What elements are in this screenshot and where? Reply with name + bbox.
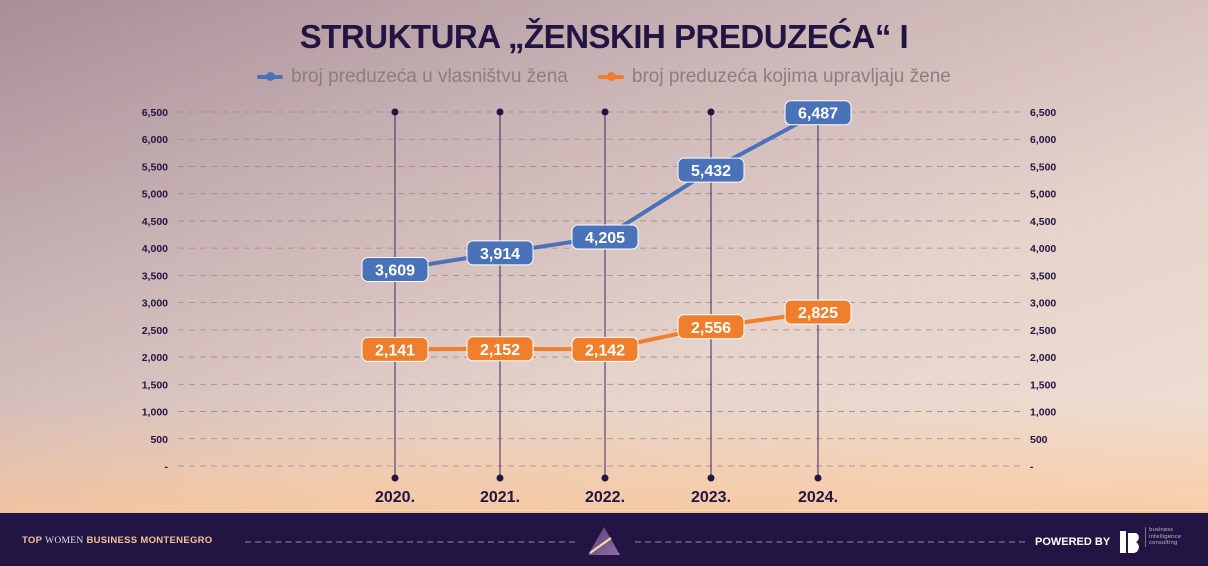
y-tick-label-left: 2,000 (142, 352, 168, 364)
year-line-bottom-dot (814, 474, 822, 482)
data-label: 2,142 (585, 342, 625, 359)
data-label: 2,141 (375, 342, 415, 359)
data-label: 3,914 (480, 246, 520, 263)
data-label: 2,152 (480, 342, 520, 359)
data-label: 2,825 (798, 305, 838, 322)
data-label-box (784, 299, 852, 325)
x-tick-label: 2022. (585, 489, 625, 506)
footer: TOP WOMEN BUSINESS MONTENEGRO POWERED BY… (0, 511, 1208, 566)
y-tick-label-right: 2,500 (1030, 325, 1056, 337)
chart-title: STRUKTURA „ŽENSKIH PREDUZEĆA“ I (299, 18, 909, 55)
line-chart: - - 500 500 1,000 1,000 1,500 1,500 2,000 2,000 2,… (142, 100, 1056, 506)
y-tick-label-left: 6,500 (142, 107, 168, 119)
x-tick-label: 2023. (691, 489, 731, 506)
y-tick-label-right: - (1030, 461, 1034, 473)
legend-marker-icon (257, 72, 284, 81)
divider (635, 541, 1025, 543)
x-tick-label: 2021. (480, 489, 520, 506)
year-line-top-dot (391, 108, 399, 116)
x-tick-label: 2024. (798, 489, 838, 506)
y-tick-label-right: 5,000 (1030, 189, 1056, 201)
data-label: 4,205 (585, 230, 625, 247)
legend-item-owned: broj preduzeća u vlasništvu žena (257, 66, 568, 88)
year-line-bottom-dot (496, 474, 504, 482)
data-label-box (571, 336, 639, 362)
legend: broj preduzeća u vlasništvu žena broj pr… (0, 66, 1208, 88)
data-label: 3,609 (375, 262, 415, 279)
data-label: 6,487 (798, 106, 838, 123)
y-tick-label-right: 5,500 (1030, 161, 1056, 173)
background-glow (0, 400, 1208, 510)
y-tick-label-right: 6,000 (1030, 134, 1056, 146)
legend-marker-icon (597, 72, 624, 81)
y-tick-label-right: 6,500 (1030, 107, 1056, 119)
legend-label: broj preduzeća kojima upravljaju žene (631, 66, 951, 87)
year-line-bottom-dot (707, 474, 715, 482)
prism-logo-icon (587, 526, 621, 560)
legend-label: broj preduzeća u vlasništvu žena (291, 66, 568, 87)
partner-logo-text: business intelligence consulting (1145, 527, 1183, 547)
y-tick-label-left: 4,000 (142, 243, 168, 255)
y-tick-label-left: 500 (150, 434, 168, 446)
bi-logo-icon (1120, 531, 1139, 553)
data-label-box (466, 336, 534, 362)
y-tick-label-right: 4,000 (1030, 243, 1056, 255)
y-tick-label-left: 2,500 (142, 325, 168, 337)
data-label: 2,556 (691, 320, 731, 337)
divider (245, 541, 575, 543)
y-tick-label-left: - (165, 461, 169, 473)
y-tick-label-right: 2,000 (1030, 352, 1056, 364)
data-label-box (361, 256, 429, 282)
powered-by-label: POWERED BY (1035, 536, 1111, 548)
y-tick-label-left: 1,000 (142, 407, 168, 419)
x-tick-label: 2020. (375, 489, 415, 506)
data-label-box (677, 314, 745, 340)
y-tick-label-left: 5,500 (142, 161, 168, 173)
y-tick-label-left: 3,500 (142, 270, 168, 282)
y-tick-label-right: 1,500 (1030, 379, 1056, 391)
data-label-box (571, 224, 639, 250)
data-label-box (361, 336, 429, 362)
y-tick-label-right: 1,000 (1030, 407, 1056, 419)
y-tick-label-right: 3,500 (1030, 270, 1056, 282)
y-tick-label-right: 4,500 (1030, 216, 1056, 228)
data-label: 5,432 (691, 163, 731, 180)
brand-name: TOP WOMEN BUSINESS MONTENEGRO (22, 535, 213, 546)
y-tick-label-right: 3,000 (1030, 298, 1056, 310)
year-line-top-dot (707, 108, 715, 116)
data-label-box (677, 157, 745, 183)
year-line-top-dot (601, 108, 609, 116)
y-tick-label-left: 1,500 (142, 379, 168, 391)
y-tick-label-left: 6,000 (142, 134, 168, 146)
data-label-box (784, 100, 852, 126)
y-tick-label-right: 500 (1030, 434, 1048, 446)
data-label-box (466, 240, 534, 266)
y-tick-label-left: 3,000 (142, 298, 168, 310)
year-line-bottom-dot (601, 474, 609, 482)
legend-item-managed: broj preduzeća kojima upravljaju žene (597, 66, 951, 88)
y-tick-label-left: 5,000 (142, 189, 168, 201)
year-line-bottom-dot (391, 474, 399, 482)
y-tick-label-left: 4,500 (142, 216, 168, 228)
year-line-top-dot (496, 108, 504, 116)
